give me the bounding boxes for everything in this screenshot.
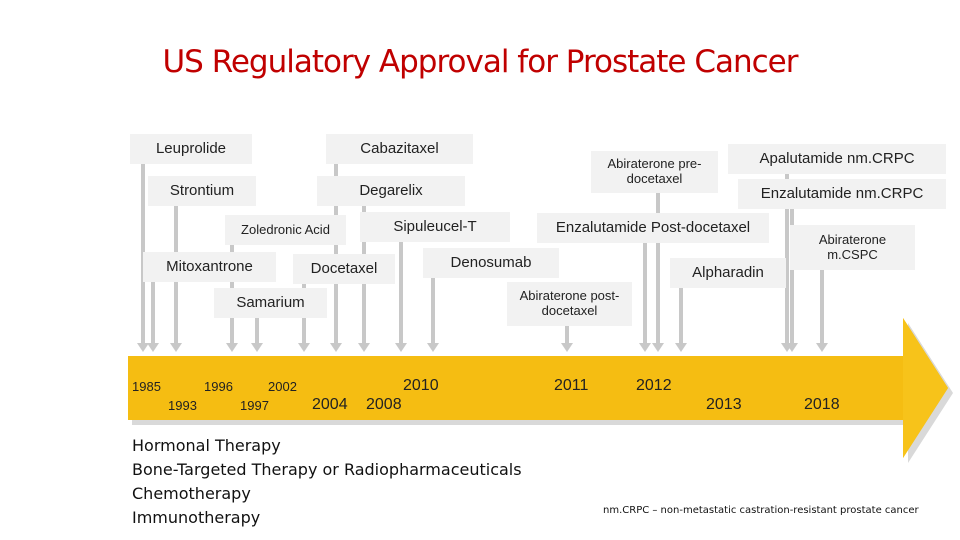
footnote: nm.CRPC – non-metastatic castration-resi… — [603, 505, 919, 516]
page-title: US Regulatory Approval for Prostate Canc… — [162, 44, 798, 80]
timeline-arrow-head-highlight — [903, 318, 948, 458]
connector-head-enzalutamide-post — [639, 343, 651, 352]
label-zoledronic-acid: Zoledronic Acid — [225, 215, 346, 245]
connector-head-leuprolide — [137, 343, 149, 352]
label-samarium: Samarium — [214, 288, 327, 318]
year-2004: 2004 — [312, 396, 348, 413]
connector-head-strontium — [170, 343, 182, 352]
label-cabazitaxel: Cabazitaxel — [326, 134, 473, 164]
label-leuprolide: Leuprolide — [130, 134, 252, 164]
year-2018: 2018 — [804, 396, 840, 413]
label-strontium: Strontium — [148, 176, 256, 206]
timeline-arrow — [128, 318, 948, 458]
connector-head-abiraterone-pre — [652, 343, 664, 352]
label-mitoxantrone: Mitoxantrone — [143, 252, 276, 282]
label-enzalutamide-post-docetaxel: Enzalutamide Post-docetaxel — [537, 213, 769, 243]
label-apalutamide-nmcrpc: Apalutamide nm.CRPC — [728, 144, 946, 174]
connector-head-samarium — [251, 343, 263, 352]
legend-chemotherapy: Chemotherapy — [132, 484, 251, 503]
therapy-legend: Hormonal Therapy Bone-Targeted Therapy o… — [132, 434, 522, 530]
year-1985: 1985 — [132, 379, 161, 394]
year-2010: 2010 — [403, 377, 439, 394]
year-2002: 2002 — [268, 379, 297, 394]
legend-immunotherapy: Immunotherapy — [132, 508, 261, 527]
connector-head-abiraterone-mcspc — [816, 343, 828, 352]
label-alpharadin: Alpharadin — [670, 258, 786, 288]
label-abiraterone-mcspc: Abiraterone m.CSPC — [790, 225, 915, 270]
connector-head-degarelix — [358, 343, 370, 352]
label-sipuleucel-t: Sipuleucel-T — [360, 212, 510, 242]
year-1997: 1997 — [240, 398, 269, 413]
connector-head-sipuleucel-t — [395, 343, 407, 352]
connector-head-docetaxel — [298, 343, 310, 352]
year-2008: 2008 — [366, 396, 402, 413]
year-2011: 2011 — [554, 377, 589, 394]
label-enzalutamide-nmcrpc: Enzalutamide nm.CRPC — [738, 179, 946, 209]
year-2012: 2012 — [636, 377, 672, 394]
label-degarelix: Degarelix — [317, 176, 465, 206]
legend-bone-targeted-therapy: Bone-Targeted Therapy or Radiopharmaceut… — [132, 460, 522, 479]
connector-head-alpharadin — [675, 343, 687, 352]
label-denosumab: Denosumab — [423, 248, 559, 278]
connector-head-mitoxantrone — [147, 343, 159, 352]
connector-head-zoledronic-acid — [226, 343, 238, 352]
label-abiraterone-post-docetaxel: Abiraterone post-docetaxel — [507, 282, 632, 326]
year-1996: 1996 — [204, 379, 233, 394]
connector-head-enzalutamide-nmcrpc — [786, 343, 798, 352]
legend-hormonal-therapy: Hormonal Therapy — [132, 436, 281, 455]
connector-head-denosumab — [427, 343, 439, 352]
year-2013: 2013 — [706, 396, 742, 413]
label-docetaxel: Docetaxel — [293, 254, 395, 284]
label-abiraterone-pre-docetaxel: Abiraterone pre-docetaxel — [591, 151, 718, 193]
year-1993: 1993 — [168, 398, 197, 413]
connector-head-abiraterone-post — [561, 343, 573, 352]
connector-head-cabazitaxel — [330, 343, 342, 352]
